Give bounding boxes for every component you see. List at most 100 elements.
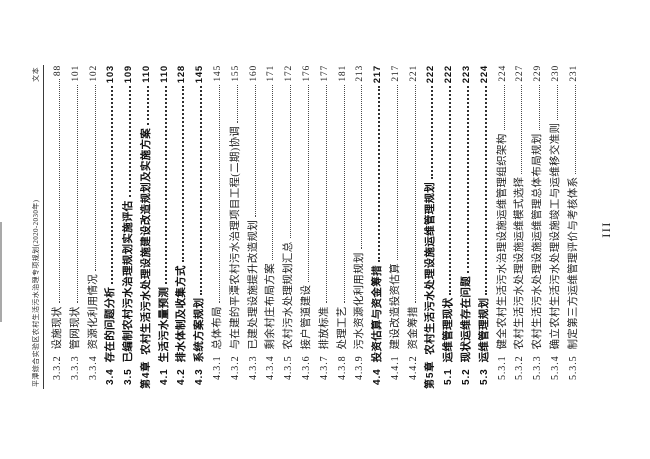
toc-entry-page: 101 (70, 65, 81, 82)
toc-entry: 4.3.4 剩余村庄布局方案 171 (262, 65, 280, 389)
toc-entry-title: 农村生活污水处理设施运维管理规划 (424, 181, 437, 355)
toc-entry-page: 221 (408, 65, 419, 82)
toc-entry-page: 145 (194, 65, 206, 84)
toc-entry-title: 现状运维存在问题 (459, 275, 472, 363)
toc-entry-title: 资金筹措 (407, 306, 419, 350)
toc-entry-number: 3.3.2 (52, 355, 63, 381)
toc-entry-number: 第5章 (425, 360, 437, 389)
toc-entry-page: 224 (478, 65, 490, 84)
toc-entry-title: 确立农村生活污水处理设施竣工与运维移交准则 (549, 122, 561, 350)
toc-entry-page: 213 (355, 65, 366, 82)
dotted-leader (466, 86, 469, 273)
toc-entry-title: 排水体制及收集方式 (175, 265, 188, 363)
toc-entry: 3.3.4 资源化利用情况 102 (85, 65, 103, 389)
toc-entry-page: 229 (533, 65, 544, 82)
dotted-leader (361, 84, 363, 250)
toc-entry-number: 4.1 (158, 368, 170, 385)
toc-entry-title: 运维管理现状 (442, 297, 455, 363)
toc-entry-page: 172 (284, 65, 295, 82)
dotted-leader (414, 84, 416, 304)
toc-entry-page: 222 (425, 65, 437, 84)
toc-entry-number: 3.5 (123, 368, 135, 385)
toc-entry: 5.2 现状运维存在问题 223 (458, 65, 476, 389)
toc-entry-number: 4.4.1 (389, 355, 401, 381)
toc-entry-number: 4.3.3 (247, 355, 259, 381)
toc-entry-number: 4.3.6 (300, 355, 312, 381)
dotted-leader (449, 86, 452, 295)
dotted-leader (111, 86, 114, 284)
toc-entry-title: 与在建的平潭农村污水治理项目工程(二期)协调 (229, 125, 241, 350)
toc-entry-title: 运维管理规划 (477, 297, 490, 363)
dotted-leader (129, 86, 132, 198)
dotted-leader (378, 86, 381, 263)
toc-entry-page: 109 (123, 65, 135, 84)
toc-entry: 3.3.3 管网现状 101 (67, 65, 85, 389)
dotted-leader (343, 84, 345, 304)
toc-entry: 5.1 运维管理现状 222 (440, 65, 458, 389)
dotted-leader (182, 86, 185, 263)
toc-entry-title: 污水资源化利用规划 (354, 252, 366, 350)
toc-entry: 4.4.1 建设改造投资估算 217 (387, 65, 405, 389)
toc-entry: 4.4 投资估算与资金筹措 217 (369, 65, 387, 389)
dotted-leader (59, 79, 60, 304)
dotted-leader (431, 86, 434, 179)
toc-entry-page: 217 (390, 65, 401, 82)
toc-entry: 4.3.7 排放标准 177 (316, 65, 334, 389)
toc-entry-page: 103 (105, 65, 117, 84)
toc-entry-page: 155 (230, 65, 241, 82)
toc-entry-title: 设施现状 (52, 306, 63, 350)
toc-entry-number: 5.3.2 (514, 355, 526, 381)
toc-entry-number: 4.4.2 (407, 355, 419, 381)
toc-entry-number: 4.3.4 (265, 355, 277, 381)
toc-entry: 4.3.5 农村污水处理规划汇总 172 (280, 65, 298, 389)
toc-entry-title: 农村生活污水处理设施运维模式选择 (514, 176, 526, 350)
toc-entry-title: 农村生活污水处理设施运维管理总体布局规划 (532, 133, 544, 350)
toc-entry-number: 5.3.3 (532, 355, 544, 381)
toc-entry: 3.4 存在的问题分析 103 (102, 65, 120, 389)
toc-entry-title: 生活污水量预测 (157, 286, 170, 363)
toc-entry-page: 230 (550, 65, 561, 82)
toc-entry: 5.3.5 制定第三方运维管理评价与考核体系 231 (565, 65, 583, 389)
toc-entry-number: 3.3.3 (69, 355, 81, 381)
toc-entry-title: 存在的问题分析 (104, 286, 117, 363)
toc-entry-page: 227 (515, 65, 526, 82)
toc-entry: 3.5 已编制农村污水治理规划实施评估 109 (120, 65, 138, 389)
dotted-leader (396, 84, 398, 261)
dotted-leader (556, 84, 558, 120)
header-right-label: 文本 (32, 67, 40, 82)
toc-entry: 5.3.1 健全农村生活污水治理设施运维管理组织架构 224 (494, 65, 512, 389)
dotted-leader (146, 85, 149, 125)
toc-entry: 5.3.4 确立农村生活污水处理设施竣工与运维移交准则 230 (547, 65, 565, 389)
toc-entry-number: 3.3.4 (87, 355, 99, 381)
toc-entry-title: 处理工艺 (336, 306, 348, 350)
page-number-footer: III (599, 221, 613, 238)
scan-edge-artifact (0, 222, 2, 322)
toc-entry-number: 5.3.4 (549, 355, 561, 381)
toc-entry-number: 5.3 (478, 368, 490, 385)
toc-entry-page: 177 (319, 65, 330, 82)
toc-entry-title: 资源化利用情况 (87, 273, 99, 350)
toc-entry-page: 223 (460, 65, 472, 84)
toc-entry-title: 排放标准 (318, 306, 330, 350)
dotted-leader (219, 84, 221, 304)
toc-entry-page: 176 (301, 65, 312, 82)
toc-entry-page: 231 (568, 65, 579, 82)
toc-entry-number: 4.3.7 (318, 355, 330, 381)
toc-entry-number: 4.2 (176, 368, 188, 385)
toc-entry-page: 222 (443, 65, 455, 84)
toc-entry-number: 第4章 (140, 360, 152, 389)
dotted-leader (200, 86, 203, 295)
toc-entry-number: 4.3.8 (336, 355, 348, 381)
toc-entry-number: 5.3.1 (496, 355, 508, 381)
toc-entry: 第4章 农村生活污水处理设施建设改造规划及实施方案 110 (138, 65, 156, 389)
toc-entry-title: 剩余村庄布局方案 (265, 263, 277, 350)
dotted-leader (307, 84, 309, 282)
toc-entry-page: 171 (266, 65, 277, 82)
toc-entry: 4.3 系统方案规划 145 (191, 65, 209, 389)
toc-entry-title: 管网现状 (69, 306, 81, 350)
toc-entry-page: 224 (497, 65, 508, 82)
toc-entry: 4.3.9 污水资源化利用规划 213 (351, 65, 369, 389)
toc-entry-title: 农村生活污水处理设施建设改造规划及实施方案 (139, 127, 152, 355)
toc-entry: 4.3.3 已建处理设施提升改造规划 160 (245, 65, 263, 389)
